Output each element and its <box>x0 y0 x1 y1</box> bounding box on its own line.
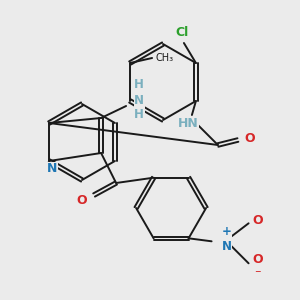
Text: O: O <box>77 194 87 206</box>
Text: O: O <box>244 131 255 145</box>
Text: N: N <box>47 163 57 176</box>
Text: +
N: + N <box>222 225 232 253</box>
Text: O: O <box>252 214 263 227</box>
Text: Cl: Cl <box>175 26 188 40</box>
Text: H
N
H: H N H <box>134 79 144 122</box>
Text: O
⁻: O ⁻ <box>252 253 263 281</box>
Text: CH₃: CH₃ <box>155 53 173 63</box>
Text: HN: HN <box>178 116 198 130</box>
